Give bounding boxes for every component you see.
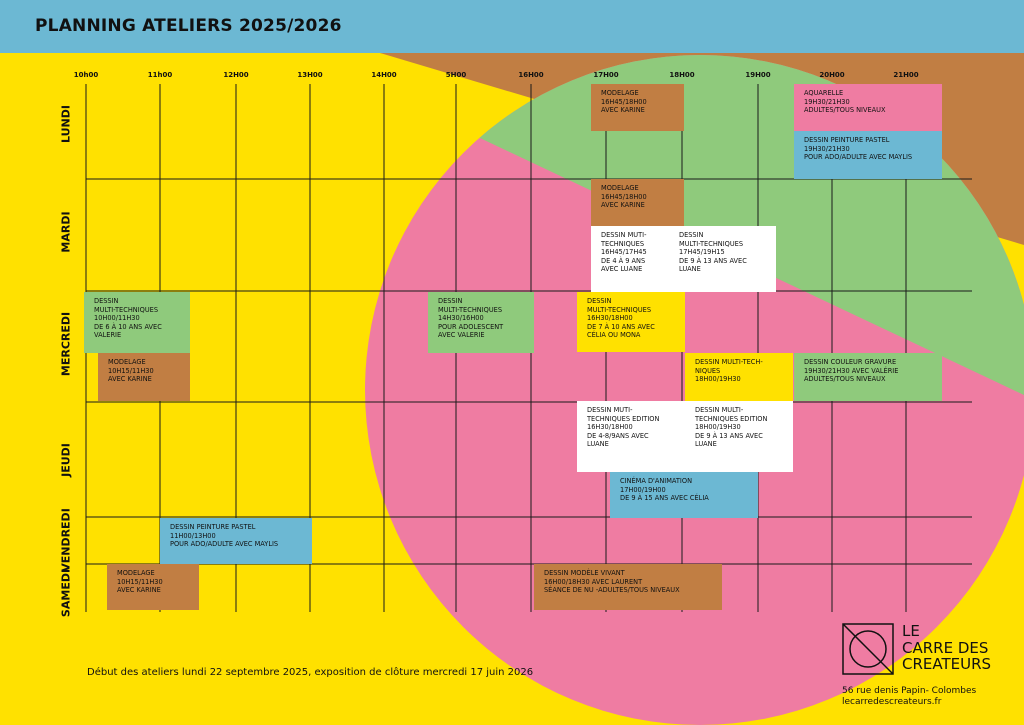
time-tick-label: 19H00 bbox=[745, 71, 771, 79]
schedule-event: DESSIN MULTI-TECHNIQUES 17H45/19H15 DE 9… bbox=[669, 226, 776, 292]
time-tick-label: 5H00 bbox=[445, 71, 467, 79]
day-label: MARDI bbox=[59, 211, 73, 253]
logo-text: LE CARRE DES CREATEURS bbox=[902, 622, 992, 673]
day-label: SAMEDI bbox=[59, 568, 73, 618]
schedule-event: DESSIN MULTI- TECHNIQUES EDITION 18H00/1… bbox=[685, 401, 793, 472]
website: lecarredescreateurs.fr bbox=[842, 697, 942, 708]
time-tick-label: 11h00 bbox=[147, 71, 173, 79]
schedule-event: DESSIN PEINTURE PASTEL 11H00/13H00 POUR … bbox=[160, 518, 312, 564]
time-tick-label: 18H00 bbox=[669, 71, 695, 79]
time-tick-label: 21H00 bbox=[893, 71, 919, 79]
schedule-event: DESSIN COULEUR GRAVURE 19H30/21H30 AVEC … bbox=[794, 353, 942, 401]
schedule-event: DESSIN MUTI- TECHNIQUES EDITION 16H30/18… bbox=[577, 401, 685, 472]
address: 56 rue denis Papin- Colombes bbox=[842, 686, 977, 696]
time-tick-label: 16H00 bbox=[518, 71, 544, 79]
time-tick-label: 20H00 bbox=[819, 71, 845, 79]
time-tick-label: 17H00 bbox=[593, 71, 619, 79]
time-tick-label: 10h00 bbox=[73, 71, 99, 79]
schedule-event: MODELAGE 16H45/18H00 AVEC KARINE bbox=[591, 84, 684, 131]
day-label: MERCREDI bbox=[59, 311, 73, 377]
schedule-event: DESSIN MULTI-TECHNIQUES 10H00/11H30 DE 6… bbox=[84, 292, 190, 353]
time-tick-label: 12H00 bbox=[223, 71, 249, 79]
schedule-event: DESSIN MULTI-TECHNIQUES 16H30/18H00 DE 7… bbox=[577, 292, 685, 352]
schedule-event: MODELAGE 10H15/11H30 AVEC KARINE bbox=[107, 564, 199, 610]
logo-icon bbox=[842, 623, 894, 675]
schedule-event: AQUARELLE 19H30/21H30 ADULTES/TOUS NIVEA… bbox=[794, 84, 942, 131]
schedule-event: DESSIN MULTI-TECH- NIQUES 18H00/19H30 bbox=[685, 353, 793, 401]
time-tick-label: 14H00 bbox=[371, 71, 397, 79]
schedule-event: MODELAGE 16H45/18H00 AVEC KARINE bbox=[591, 179, 684, 226]
schedule-event: MODELAGE 10H15/11H30 AVEC KARINE bbox=[98, 353, 190, 401]
day-label: JEUDI bbox=[59, 443, 73, 477]
footer-note: Début des ateliers lundi 22 septembre 20… bbox=[87, 667, 534, 678]
header-bar: PLANNING ATELIERS 2025/2026 bbox=[0, 0, 1024, 53]
schedule-event: DESSIN MODÈLE VIVANT 16H00/18H30 AVEC LA… bbox=[534, 564, 722, 610]
time-tick-label: 13H00 bbox=[297, 71, 323, 79]
schedule-event: DESSIN MULTI-TECHNIQUES 14H30/16H00 POUR… bbox=[428, 292, 534, 353]
day-label: VENDREDI bbox=[59, 508, 73, 572]
schedule-event: CINÉMA D'ANIMATION 17H00/19H00 DE 9 À 15… bbox=[610, 472, 758, 518]
day-label: LUNDI bbox=[59, 105, 73, 143]
schedule-event: DESSIN PEINTURE PASTEL 19H30/21H30 POUR … bbox=[794, 131, 942, 179]
schedule-event: DESSIN MUTI- TECHNIQUES 16H45/17H45 DE 4… bbox=[591, 226, 669, 292]
address-block: 56 rue denis Papin- Colombes lecarredesc… bbox=[842, 686, 976, 709]
page-title: PLANNING ATELIERS 2025/2026 bbox=[35, 16, 342, 36]
